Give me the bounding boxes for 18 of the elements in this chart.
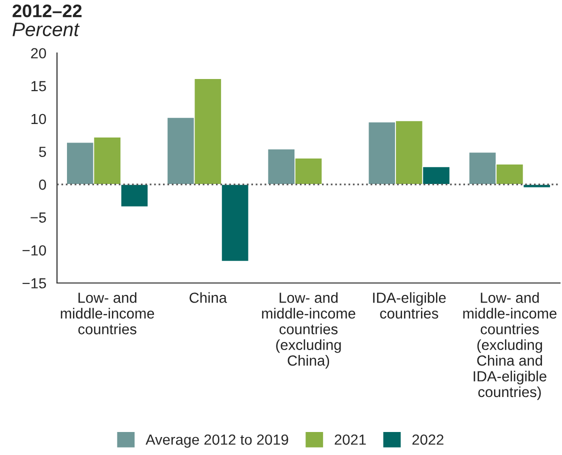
y-tick-label: 10 xyxy=(31,114,46,124)
x-tick-label: IDA-eligible countries xyxy=(373,292,446,319)
chart-subtitle: Percent xyxy=(12,22,80,36)
y-tick-label: 5 xyxy=(39,146,46,157)
legend-label: 2022 xyxy=(412,434,444,445)
x-tick-label: Low- and middle-income countries (excluding China) xyxy=(262,292,356,369)
x-tick-label: Low- and middle-income countries (excluding China and IDA-eligible countries) xyxy=(463,292,556,400)
chart-title: 2012–22 xyxy=(12,4,82,18)
y-tick-label: −15 xyxy=(22,278,46,288)
x-tick-label: Low- and middle-income countries xyxy=(60,292,154,334)
y-tick-label: 0 xyxy=(39,180,46,190)
x-tick-label: China xyxy=(190,292,227,303)
y-tick-label: −10 xyxy=(22,245,46,256)
legend-label: Average 2012 to 2019 xyxy=(146,434,288,448)
y-tick-label: 15 xyxy=(31,81,46,92)
y-tick-label: −5 xyxy=(30,212,46,223)
legend-label: 2021 xyxy=(334,434,366,445)
y-tick-label: 20 xyxy=(31,48,46,58)
